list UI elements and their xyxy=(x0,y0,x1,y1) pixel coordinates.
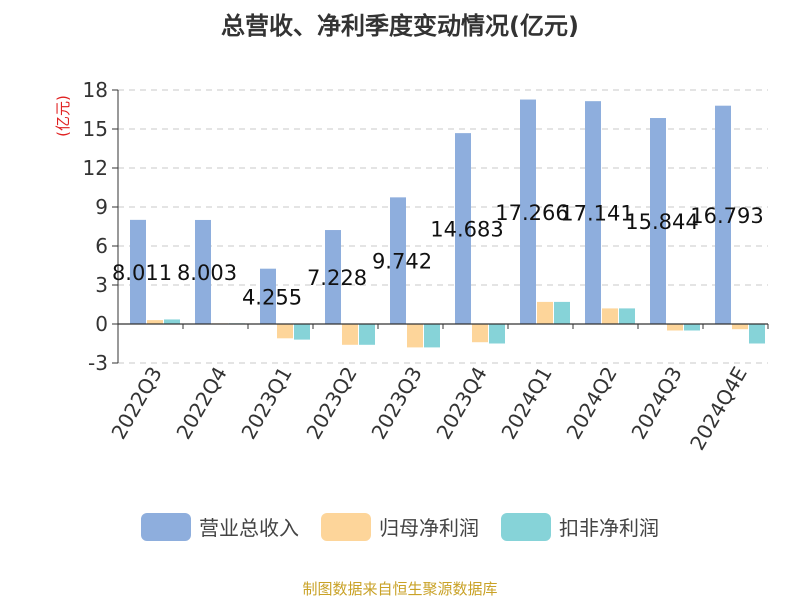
data-label-revenue: 8.011 xyxy=(112,261,172,285)
legend-swatch-deducted-profit xyxy=(501,512,551,541)
x-tick-label: 2024Q2 xyxy=(561,363,621,444)
chart-title: 总营收、净利季度变动情况(亿元) xyxy=(221,12,579,40)
bar-revenue xyxy=(585,101,601,325)
y-tick-label: 6 xyxy=(95,234,108,258)
bar-deducted-profit xyxy=(554,301,570,324)
legend-label-revenue: 营业总收入 xyxy=(199,516,299,540)
x-tick-label: 2023Q3 xyxy=(366,363,426,444)
x-tick-label: 2022Q4 xyxy=(171,363,231,444)
x-tick-label: 2024Q4E xyxy=(685,363,752,455)
bar-net-profit xyxy=(147,320,163,324)
legend-swatch-revenue xyxy=(141,512,191,541)
bar-revenue xyxy=(325,230,341,324)
bar-revenue xyxy=(455,133,471,324)
data-label-revenue: 8.003 xyxy=(177,261,237,285)
bar-net-profit xyxy=(472,324,488,343)
data-label-revenue: 17.266 xyxy=(495,201,568,225)
y-tick-label: 9 xyxy=(95,195,108,219)
bar-net-profit xyxy=(667,324,683,331)
x-tick-label: 2024Q1 xyxy=(496,363,556,444)
y-tick-label: 15 xyxy=(83,117,108,141)
bar-net-profit xyxy=(342,324,358,345)
data-label-revenue: 7.228 xyxy=(307,266,367,290)
legend-label-net-profit: 归母净利润 xyxy=(379,516,479,540)
data-source-note: 制图数据来自恒生聚源数据库 xyxy=(302,580,498,598)
y-tick-label: 12 xyxy=(83,156,108,180)
bar-deducted-profit xyxy=(164,319,180,324)
y-axis-label: (亿元) xyxy=(54,95,72,137)
legend-item-net-profit[interactable]: 归母净利润 xyxy=(321,512,479,541)
data-label-revenue: 14.683 xyxy=(430,218,503,242)
data-label-revenue: 4.255 xyxy=(242,285,302,309)
bar-net-profit xyxy=(407,324,423,348)
data-label-revenue: 9.742 xyxy=(372,250,432,274)
data-label-revenue: 16.793 xyxy=(690,204,763,228)
bar-deducted-profit xyxy=(619,308,635,324)
bar-deducted-profit xyxy=(489,324,505,344)
x-tick-label: 2023Q1 xyxy=(236,363,296,444)
legend-label-deducted-profit: 扣非净利润 xyxy=(559,516,659,540)
x-tick-label: 2023Q4 xyxy=(431,363,491,444)
legend-item-deducted-profit[interactable]: 扣非净利润 xyxy=(501,512,659,541)
bar-net-profit xyxy=(602,308,618,324)
data-label-revenue: 15.844 xyxy=(625,210,698,234)
bar-revenue xyxy=(130,219,146,324)
bar-deducted-profit xyxy=(424,324,440,348)
x-tick-label: 2024Q3 xyxy=(626,363,686,444)
bar-net-profit xyxy=(537,301,553,324)
legend-item-revenue[interactable]: 营业总收入 xyxy=(141,512,299,541)
bar-net-profit xyxy=(732,324,748,330)
bar-revenue xyxy=(650,118,666,324)
bar-deducted-profit xyxy=(294,324,310,340)
chart-legend: 营业总收入 归母净利润 扣非净利润 xyxy=(0,512,800,541)
bar-net-profit xyxy=(277,324,293,339)
bar-revenue xyxy=(390,197,406,324)
bar-revenue xyxy=(520,99,536,325)
bar-deducted-profit xyxy=(749,324,765,344)
y-tick-label: 3 xyxy=(95,273,108,297)
y-tick-label: -3 xyxy=(88,351,108,375)
bar-revenue xyxy=(195,219,211,324)
bar-deducted-profit xyxy=(684,324,700,331)
bar-deducted-profit xyxy=(359,324,375,345)
x-tick-label: 2023Q2 xyxy=(301,363,361,444)
y-tick-label: 18 xyxy=(83,78,108,102)
bar-revenue xyxy=(260,268,276,324)
bar-revenue xyxy=(715,105,731,324)
data-label-revenue: 17.141 xyxy=(560,202,633,226)
y-tick-label: 0 xyxy=(95,312,108,336)
legend-swatch-net-profit xyxy=(321,512,371,541)
x-tick-label: 2022Q3 xyxy=(106,363,166,444)
